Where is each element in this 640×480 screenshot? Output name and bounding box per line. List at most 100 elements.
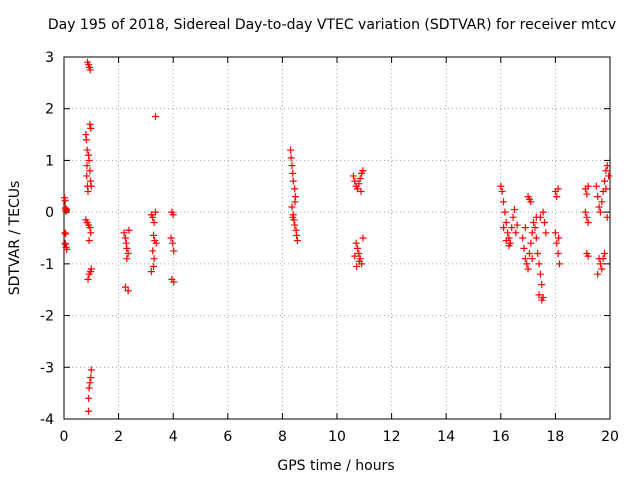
y-tick-label: -4 bbox=[40, 412, 54, 428]
data-point bbox=[357, 187, 365, 195]
y-tick-label: 1 bbox=[45, 153, 54, 169]
data-point bbox=[149, 213, 157, 221]
data-point bbox=[512, 229, 520, 237]
data-point bbox=[289, 213, 297, 221]
data-point bbox=[508, 224, 516, 232]
data-point bbox=[355, 250, 363, 258]
x-tick-label: 16 bbox=[492, 429, 510, 445]
data-point bbox=[293, 237, 301, 245]
data-point bbox=[605, 172, 613, 180]
data-point bbox=[150, 255, 158, 263]
data-point bbox=[85, 156, 93, 164]
data-point bbox=[83, 172, 91, 180]
data-point bbox=[598, 198, 606, 206]
y-tick-label: -2 bbox=[40, 309, 54, 325]
data-point bbox=[289, 169, 297, 177]
y-tick-label: 2 bbox=[45, 102, 54, 118]
y-tick-label: 0 bbox=[45, 205, 54, 221]
data-point bbox=[502, 218, 510, 226]
data-point bbox=[521, 255, 529, 263]
data-point bbox=[82, 136, 90, 144]
data-point bbox=[151, 208, 159, 216]
data-point bbox=[500, 224, 508, 232]
x-tick-label: 8 bbox=[278, 429, 287, 445]
y-tick-label: -1 bbox=[40, 257, 54, 273]
x-tick-label: 0 bbox=[60, 429, 69, 445]
data-point bbox=[555, 234, 563, 242]
data-point bbox=[150, 231, 158, 239]
data-point bbox=[63, 245, 71, 253]
data-point bbox=[520, 244, 528, 252]
data-point bbox=[536, 270, 544, 278]
data-point bbox=[553, 239, 561, 247]
data-point bbox=[84, 275, 92, 283]
data-point bbox=[288, 203, 296, 211]
data-point bbox=[598, 265, 606, 273]
x-tick-label: 4 bbox=[169, 429, 178, 445]
data-point bbox=[169, 211, 177, 219]
data-point bbox=[510, 206, 518, 214]
data-point bbox=[87, 182, 95, 190]
data-point bbox=[291, 185, 299, 193]
data-point bbox=[554, 250, 562, 258]
data-point bbox=[349, 172, 357, 180]
data-point bbox=[502, 237, 510, 245]
x-axis-label: GPS time / hours bbox=[277, 458, 394, 474]
data-point bbox=[84, 187, 92, 195]
data-point bbox=[555, 260, 563, 268]
data-point bbox=[87, 265, 95, 273]
data-point bbox=[149, 247, 157, 255]
data-point bbox=[524, 265, 532, 273]
data-point bbox=[530, 218, 538, 226]
data-point bbox=[288, 162, 296, 170]
data-points bbox=[61, 58, 613, 415]
y-tick-label: 3 bbox=[45, 50, 54, 66]
data-point bbox=[528, 255, 536, 263]
data-point bbox=[532, 234, 540, 242]
data-point bbox=[151, 112, 159, 120]
data-point bbox=[123, 244, 131, 252]
data-point bbox=[497, 182, 505, 190]
data-point bbox=[599, 255, 607, 263]
data-point bbox=[504, 229, 512, 237]
data-point bbox=[500, 198, 508, 206]
data-point bbox=[540, 218, 548, 226]
data-point bbox=[170, 247, 178, 255]
x-tick-label: 18 bbox=[546, 429, 564, 445]
data-point bbox=[150, 262, 158, 270]
data-point bbox=[359, 234, 367, 242]
data-point bbox=[86, 379, 94, 387]
data-point bbox=[527, 239, 535, 247]
data-point bbox=[87, 229, 95, 237]
data-point bbox=[87, 374, 95, 382]
data-point bbox=[353, 185, 361, 193]
data-point bbox=[595, 203, 603, 211]
data-point bbox=[125, 226, 133, 234]
data-point bbox=[86, 177, 94, 185]
data-point bbox=[86, 120, 94, 128]
data-point bbox=[596, 260, 604, 268]
data-point bbox=[531, 224, 539, 232]
data-point bbox=[603, 213, 611, 221]
data-point bbox=[581, 208, 589, 216]
data-point bbox=[61, 197, 69, 205]
data-point bbox=[584, 182, 592, 190]
data-point bbox=[287, 146, 295, 154]
data-point bbox=[534, 250, 542, 258]
data-point bbox=[152, 239, 160, 247]
data-point bbox=[120, 229, 128, 237]
data-point bbox=[87, 366, 95, 374]
data-point bbox=[86, 224, 94, 232]
data-point bbox=[505, 242, 513, 250]
y-axis-label: SDTVAR / TECUs bbox=[7, 181, 23, 296]
data-point bbox=[352, 239, 360, 247]
x-tick-label: 20 bbox=[601, 429, 619, 445]
data-point bbox=[86, 66, 94, 74]
data-point bbox=[542, 229, 550, 237]
data-point bbox=[63, 206, 71, 214]
x-tick-label: 14 bbox=[437, 429, 455, 445]
data-point bbox=[554, 185, 562, 193]
data-point bbox=[124, 287, 132, 295]
data-point bbox=[355, 180, 363, 188]
